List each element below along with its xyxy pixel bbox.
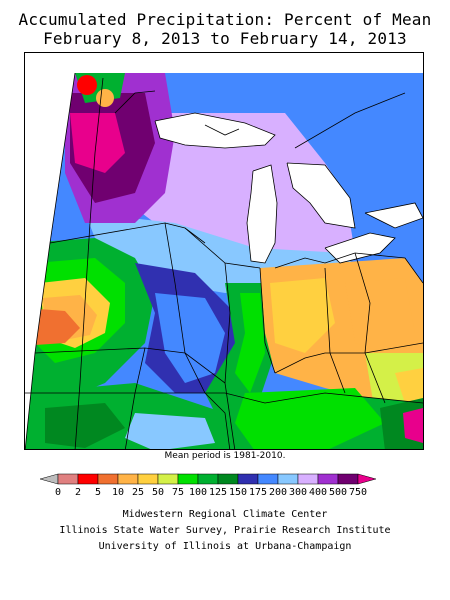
legend-label: 400	[308, 487, 328, 498]
legend-label: 25	[131, 487, 145, 498]
legend-swatch	[177, 473, 199, 485]
legend-swatch	[337, 473, 359, 485]
legend-label: 300	[288, 487, 308, 498]
legend-swatch	[157, 473, 179, 485]
legend-label: 0	[54, 487, 62, 498]
precipitation-map-graphic	[25, 53, 423, 449]
legend-swatch	[117, 473, 139, 485]
legend-swatch	[237, 473, 259, 485]
legend-swatch	[57, 473, 79, 485]
map-date-range: February 8, 2013 to February 14, 2013	[43, 29, 407, 48]
legend-swatch	[297, 473, 319, 485]
legend-label: 100	[188, 487, 208, 498]
legend-arrow-high	[357, 473, 377, 485]
legend-label: 500	[328, 487, 348, 498]
legend-swatch	[317, 473, 339, 485]
legend-label: 2	[74, 487, 82, 498]
legend-swatch	[137, 473, 159, 485]
map-title: Accumulated Precipitation: Percent of Me…	[18, 10, 432, 29]
legend-swatch	[77, 473, 99, 485]
legend-label: 175	[248, 487, 268, 498]
legend-label: 10	[111, 487, 125, 498]
mean-period-note: Mean period is 1981-2010.	[164, 451, 286, 461]
legend-swatch	[257, 473, 279, 485]
legend-arrow-low	[40, 473, 59, 485]
credit-line-2: Illinois State Water Survey, Prairie Res…	[59, 525, 391, 536]
legend-label: 75	[171, 487, 185, 498]
legend-colorbar	[40, 473, 377, 485]
legend-label: 125	[208, 487, 228, 498]
legend-labels: 0 2 5 10 25 50 75 100 125 150 175 200 300 400 500 750	[0, 487, 450, 501]
legend-label: 200	[268, 487, 288, 498]
legend-swatch	[217, 473, 239, 485]
credit-line-1: Midwestern Regional Climate Center	[122, 509, 328, 520]
legend-label: 750	[348, 487, 368, 498]
legend-swatch	[197, 473, 219, 485]
credit-line-3: University of Illinois at Urbana-Champai…	[98, 541, 352, 552]
precipitation-map	[24, 52, 424, 450]
legend-label: 150	[228, 487, 248, 498]
legend-swatch	[97, 473, 119, 485]
legend-label: 50	[151, 487, 165, 498]
legend-label: 5	[94, 487, 102, 498]
legend-swatch	[277, 473, 299, 485]
